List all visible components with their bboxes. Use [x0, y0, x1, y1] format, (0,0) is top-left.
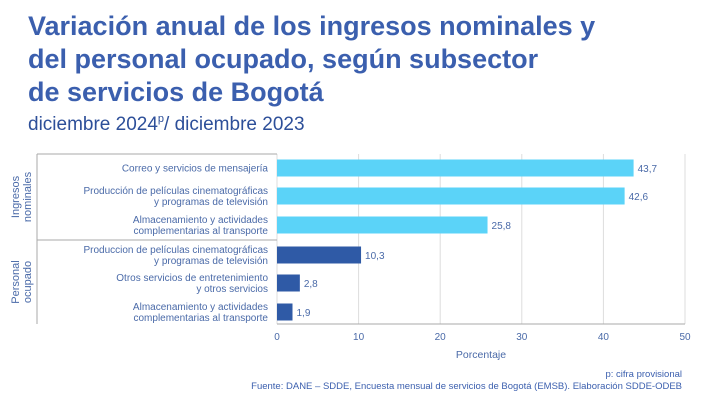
group-label-1: Personalocupado	[10, 260, 34, 303]
chart-subtitle: diciembre 2024p/ diciembre 2023	[28, 113, 305, 136]
category-label-1-2: Almacenamiento y actividades complementar…	[133, 302, 269, 324]
bar-1-2	[277, 303, 293, 321]
chart-title-line-1: Variación anual de los ingresos nominale…	[28, 11, 596, 41]
group-label-line: nominales	[22, 171, 34, 222]
category-label-0-1: Producción de películas cinematográficas…	[83, 186, 268, 208]
category-label-line: Almacenamiento y actividades	[133, 302, 268, 313]
category-label-1-1: Otros servicios de entretenimiento y otro…	[116, 273, 268, 295]
subtitle-provisional-mark: p	[157, 113, 165, 125]
category-label-line: Correo y servicios de mensajería	[122, 164, 269, 175]
x-tick-label-10: 10	[353, 332, 365, 343]
category-label-line: y programas de televisión	[154, 256, 268, 267]
bar-0-1	[277, 187, 625, 205]
x-tick-label-30: 30	[516, 332, 528, 343]
x-tick-label-50: 50	[679, 332, 691, 343]
category-label-line: Produccion de películas cinematográficas	[83, 245, 268, 256]
category-label-line: Almacenamiento y actividades	[133, 215, 268, 226]
category-label-line: y otros servicios	[196, 284, 268, 295]
source-note: Fuente: DANE – SDDE, Encuesta mensual de…	[251, 381, 682, 392]
category-label-line: complementarias al transporte	[133, 313, 268, 324]
chart-title-line-2: del personal ocupado, según subsector	[28, 44, 539, 74]
group-label-0: Ingresosnominales	[10, 171, 34, 222]
x-tick-label-40: 40	[598, 332, 610, 343]
x-tick-label-20: 20	[435, 332, 447, 343]
group-label-line: Personal	[10, 260, 22, 303]
bar-0-2	[277, 216, 488, 234]
category-label-line: Otros servicios de entretenimiento	[116, 273, 268, 284]
category-label-0-0: Correo y servicios de mensajería	[122, 164, 269, 175]
x-tick-label-0: 0	[274, 332, 280, 343]
chart-title: Variación anual de los ingresos nominale…	[28, 10, 688, 109]
bar-1-0	[277, 246, 362, 264]
bar-1-1	[277, 274, 300, 292]
x-axis-title: Porcentaje	[456, 349, 506, 361]
category-label-line: Producción de películas cinematográficas	[83, 186, 268, 197]
value-label-1-1: 2,8	[304, 279, 318, 290]
value-label-0-2: 25,8	[492, 221, 512, 232]
category-label-line: y programas de televisión	[154, 197, 268, 208]
value-label-0-0: 43,7	[638, 164, 658, 175]
bar-0-0	[277, 159, 634, 177]
category-label-1-0: Produccion de películas cinematográficas…	[83, 245, 268, 267]
group-label-line: Ingresos	[10, 175, 22, 218]
category-label-0-2: Almacenamiento y actividades complementar…	[133, 215, 269, 237]
value-label-1-2: 1,9	[297, 308, 311, 319]
footnotes: p: cifra provisional Fuente: DANE – SDDE…	[251, 369, 682, 393]
category-label-line: complementarias al transporte	[133, 226, 268, 237]
subtitle-end: / diciembre 2023	[164, 114, 305, 135]
chart-title-line-3: de servicios de Bogotá	[28, 77, 324, 107]
provisional-note: p: cifra provisional	[605, 369, 682, 380]
subtitle-start: diciembre 2024	[28, 114, 158, 135]
group-label-line: ocupado	[22, 261, 34, 303]
value-label-1-0: 10,3	[365, 251, 385, 262]
value-label-0-1: 42,6	[629, 192, 649, 203]
